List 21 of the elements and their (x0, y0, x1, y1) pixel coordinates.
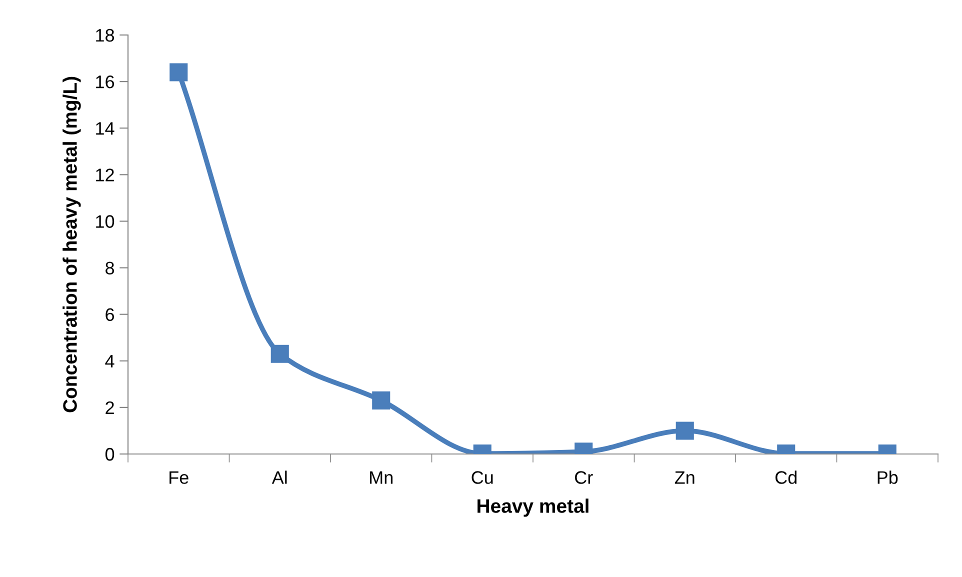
x-tick-label: Cu (472, 471, 493, 484)
x-tick-label: Pb (878, 470, 898, 484)
x-tick-label: Cd (776, 470, 796, 484)
point (170, 63, 188, 82)
x-tick-label: Zn (674, 471, 694, 484)
x-axis-title: Heavy metal (478, 498, 588, 517)
x-tick-label: Cr (575, 471, 593, 484)
y-tick-label: 8 (106, 262, 114, 274)
y-tick-label: 14 (96, 122, 114, 135)
y-tick-label: 0 (105, 448, 114, 461)
x-tick-label: Mn (370, 471, 392, 484)
y-tick-label: 16 (96, 75, 114, 88)
x-tick-label: Al (272, 470, 287, 484)
y-tick-label: 6 (106, 308, 114, 322)
x-tick-label: Fe (170, 471, 188, 484)
y-tick-label: 4 (105, 355, 114, 368)
y-tick-label: 2 (106, 401, 114, 414)
y-tick-label: 12 (96, 168, 114, 182)
y-tick-label: 18 (96, 28, 114, 42)
y-axis-title: Concentration of heavy metal (mg/L) (62, 76, 81, 412)
y-tick-label: 10 (96, 215, 114, 228)
